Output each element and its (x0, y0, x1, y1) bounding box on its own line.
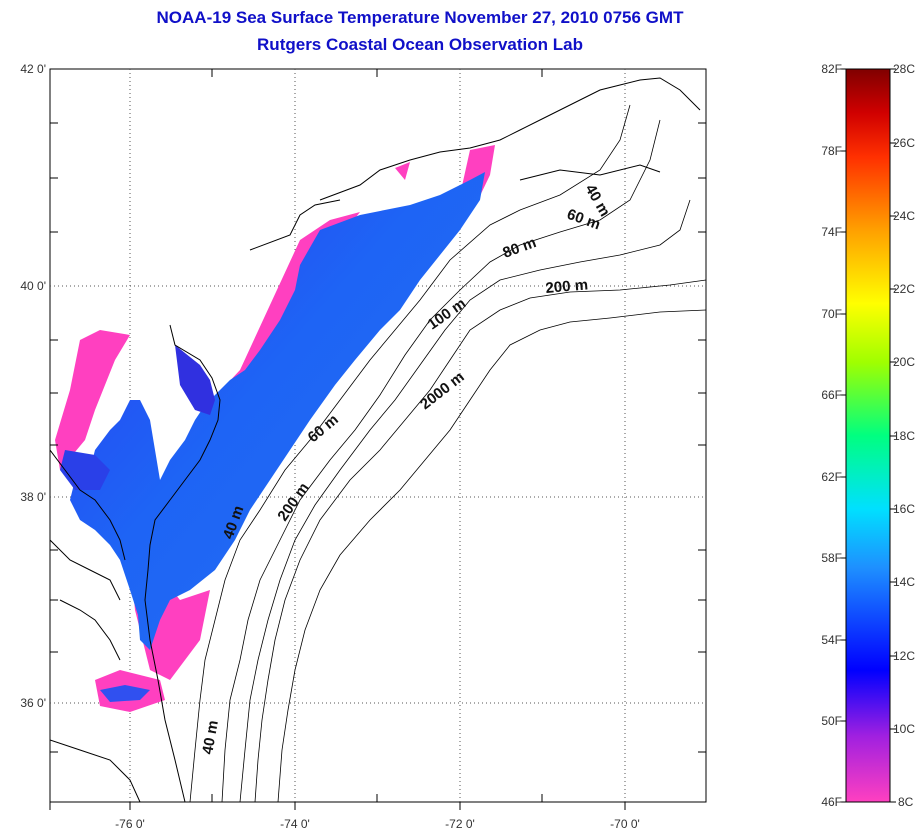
c-label: 12C (893, 649, 915, 663)
f-label: 54F (821, 633, 842, 647)
colorbar-celsius-labels: 28C 26C 24C 22C 20C 18C 16C 14C 12C 10C … (893, 62, 915, 809)
c-label: 24C (893, 209, 915, 223)
lat-label-40: 40 0' (20, 279, 46, 293)
coastline (50, 77, 701, 802)
lon-label-70: -70 0' (610, 817, 640, 831)
f-label: 70F (821, 307, 842, 321)
f-label: 66F (821, 388, 842, 402)
map-subtitle: Rutgers Coastal Ocean Observation Lab (257, 35, 583, 54)
bathymetry-contours (189, 104, 706, 802)
lat-label-42: 42 0' (20, 62, 46, 76)
lon-label-76: -76 0' (115, 817, 145, 831)
depth-label: 40 m (199, 719, 222, 756)
f-label: 78F (821, 144, 842, 158)
c-label: 28C (893, 62, 915, 76)
f-label: 82F (821, 62, 842, 76)
colorbar-ticks (840, 68, 896, 803)
c-label: 16C (893, 502, 915, 516)
lat-label-36: 36 0' (20, 696, 46, 710)
lat-label-38: 38 0' (20, 490, 46, 504)
c-label: 22C (893, 282, 915, 296)
lon-label-74: -74 0' (280, 817, 310, 831)
map-layer: 40 m 60 m 80 m 200 m 100 m 2000 m 60 m 2… (50, 69, 706, 802)
colorbar-fahrenheit-labels: 82F 78F 74F 70F 66F 62F 58F 54F 50F 46F (821, 62, 842, 809)
map-title: NOAA-19 Sea Surface Temperature November… (156, 8, 684, 27)
f-label: 46F (821, 795, 842, 809)
c-label: 26C (893, 136, 915, 150)
c-label: 14C (893, 575, 915, 589)
c-label: 8C (898, 795, 914, 809)
map-frame (49, 68, 707, 803)
sst-water-data (60, 172, 485, 702)
c-label: 10C (893, 722, 915, 736)
lon-label-72: -72 0' (445, 817, 475, 831)
c-label: 18C (893, 429, 915, 443)
f-label: 50F (821, 714, 842, 728)
temperature-colorbar (845, 68, 891, 803)
c-label: 20C (893, 355, 915, 369)
axis-ticks (49, 69, 706, 810)
f-label: 74F (821, 225, 842, 239)
f-label: 62F (821, 470, 842, 484)
f-label: 58F (821, 551, 842, 565)
depth-label: 200 m (545, 276, 589, 297)
